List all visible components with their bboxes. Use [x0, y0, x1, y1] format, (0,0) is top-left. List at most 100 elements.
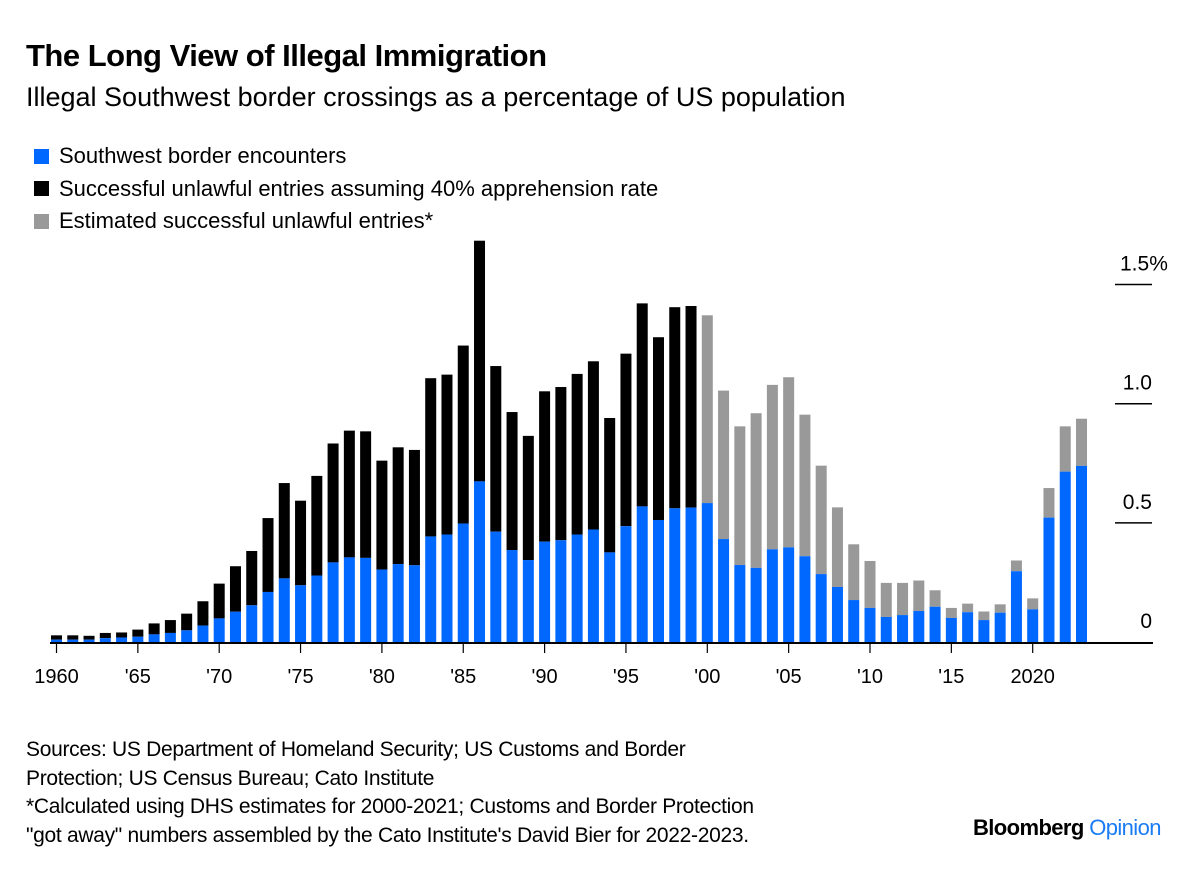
x-tick-label: '05	[776, 666, 802, 688]
source-line: Protection; US Census Bureau; Cato Insti…	[26, 766, 435, 790]
bar-unlawful-40-1970	[213, 583, 225, 619]
bar-unlawful-40-1987	[490, 366, 502, 532]
y-tick-label: 0	[1140, 610, 1152, 633]
source-line: Sources: US Department of Homeland Secur…	[26, 738, 686, 761]
footnote-line: *Calculated using DHS estimates for 2000…	[26, 795, 754, 818]
bar-unlawful-40-1999	[685, 305, 697, 508]
chart-subtitle: Illegal Southwest border crossings as a …	[26, 82, 846, 112]
bar-encounters-1991	[555, 540, 567, 642]
bar-encounters-1975	[295, 585, 307, 642]
bar-estimated-2022	[1059, 426, 1071, 472]
bar-unlawful-40-1960	[51, 635, 62, 640]
bar-encounters-1981	[392, 564, 404, 642]
legend-label: Successful unlawful entries assuming 40%…	[59, 175, 659, 201]
bar-encounters-1962	[83, 639, 95, 642]
bar-unlawful-40-1995	[620, 353, 632, 527]
bar-encounters-2016	[962, 612, 974, 642]
y-tick-label: 0.5	[1123, 491, 1152, 514]
bar-estimated-2000	[701, 315, 713, 504]
bar-encounters-1992	[571, 534, 583, 642]
bar-unlawful-40-1994	[604, 417, 616, 553]
bar-encounters-2022	[1059, 471, 1071, 642]
legend-item-unlawful-40: Successful unlawful entries assuming 40%…	[34, 173, 658, 206]
bar-encounters-1968	[181, 630, 193, 642]
x-tick-label: '65	[125, 666, 151, 688]
bar-estimated-2011	[880, 582, 892, 617]
bar-encounters-2008	[831, 586, 843, 642]
bar-encounters-1974	[278, 578, 290, 642]
bar-encounters-2018	[994, 612, 1006, 642]
bar-estimated-2013	[913, 580, 925, 612]
bar-unlawful-40-1965	[132, 629, 144, 637]
bar-estimated-2008	[831, 507, 843, 587]
bar-encounters-1972	[246, 605, 258, 642]
bar-estimated-2018	[994, 604, 1006, 613]
bar-unlawful-40-1964	[116, 632, 128, 638]
bar-encounters-1980	[376, 569, 388, 642]
bar-unlawful-40-1980	[376, 460, 388, 570]
x-tick-label: '15	[938, 666, 964, 688]
bar-encounters-1961	[67, 639, 79, 642]
bar-unlawful-40-1996	[636, 303, 648, 507]
bar-estimated-2010	[864, 560, 876, 608]
footnote-line: "got away" numbers assembled by the Cato…	[26, 823, 749, 847]
bar-unlawful-40-1986	[474, 240, 486, 482]
bar-unlawful-40-1963	[99, 632, 111, 639]
bar-estimated-2005	[783, 377, 795, 548]
bar-estimated-2014	[929, 590, 941, 607]
x-tick-label: '90	[532, 666, 558, 688]
bar-unlawful-40-1978	[343, 430, 355, 558]
bar-unlawful-40-1974	[278, 483, 290, 579]
bar-estimated-2006	[799, 414, 811, 557]
legend-swatch-black	[34, 181, 49, 197]
chart-title: The Long View of Illegal Immigration	[26, 38, 547, 73]
bar-unlawful-40-1967	[164, 620, 176, 633]
x-tick-label: '95	[613, 666, 639, 688]
bar-encounters-1993	[587, 529, 599, 642]
bar-estimated-2023	[1076, 418, 1088, 466]
bar-unlawful-40-1983	[425, 378, 437, 537]
x-tick-label: '00	[694, 666, 720, 688]
logo-section: Opinion	[1089, 815, 1161, 840]
y-axis: 0 0.5 1.0 1.5%	[1115, 253, 1168, 633]
x-tick-label: 1960	[34, 666, 79, 688]
bar-encounters-2021	[1043, 517, 1055, 642]
bar-unlawful-40-1966	[148, 623, 160, 635]
bar-unlawful-40-1992	[571, 373, 583, 535]
bar-encounters-1987	[490, 531, 502, 642]
bar-encounters-2019	[1010, 571, 1022, 642]
bar-encounters-2010	[864, 607, 876, 642]
x-tick-label: '75	[288, 666, 314, 688]
x-tick-label: '85	[450, 666, 476, 688]
bar-encounters-1996	[636, 506, 648, 642]
bar-encounters-1990	[539, 541, 551, 642]
bar-unlawful-40-1962	[83, 635, 95, 640]
bar-encounters-1960	[51, 639, 62, 642]
bar-encounters-1985	[457, 523, 469, 642]
bar-encounters-1970	[213, 618, 225, 642]
bar-encounters-1983	[425, 536, 437, 642]
bar-encounters-2003	[750, 567, 762, 642]
bar-encounters-2015	[945, 617, 957, 642]
legend-label: Estimated successful unlawful entries*	[59, 208, 434, 234]
bar-encounters-2014	[929, 606, 941, 642]
bar-unlawful-40-1971	[229, 566, 241, 612]
bar-estimated-2002	[734, 426, 746, 566]
bar-encounters-1963	[99, 638, 111, 642]
bar-encounters-1973	[262, 591, 274, 642]
bar-unlawful-40-1997	[652, 337, 664, 520]
bar-unlawful-40-1972	[246, 550, 258, 606]
bar-encounters-1989	[522, 560, 534, 642]
bar-estimated-2019	[1010, 560, 1022, 572]
bar-encounters-1978	[343, 557, 355, 642]
x-tick-label: '80	[369, 666, 395, 688]
legend-label: Southwest border encounters	[59, 143, 347, 169]
bar-unlawful-40-1991	[555, 387, 567, 541]
bar-encounters-1969	[197, 625, 209, 642]
bar-unlawful-40-1989	[522, 435, 534, 561]
bar-encounters-2020	[1027, 609, 1039, 642]
bar-encounters-2005	[783, 547, 795, 642]
x-tick-label: '10	[857, 666, 883, 688]
bar-unlawful-40-1985	[457, 345, 469, 524]
